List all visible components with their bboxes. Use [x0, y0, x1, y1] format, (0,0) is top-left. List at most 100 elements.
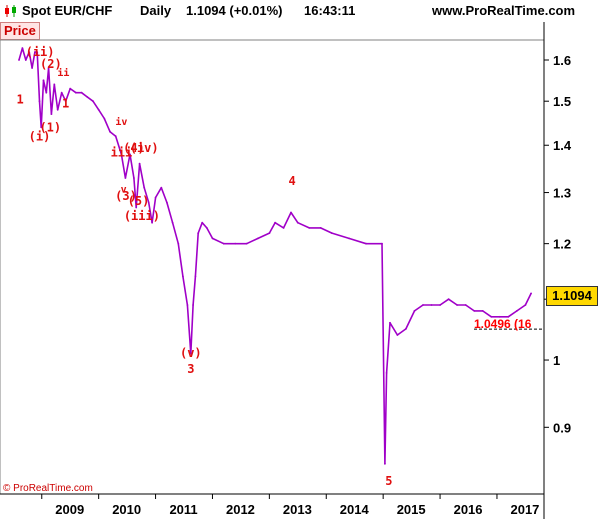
- wave-label: (ii): [26, 45, 55, 59]
- price-point: [147, 201, 150, 204]
- y-tick-label: 1.2: [553, 237, 571, 252]
- price-point: [114, 135, 117, 138]
- x-tick-label: 2011: [169, 502, 197, 517]
- candlestick-icon: [5, 5, 16, 17]
- price-point: [348, 237, 350, 240]
- price-point: [171, 221, 174, 224]
- price-point: [524, 304, 527, 306]
- price-point: [319, 227, 322, 229]
- price-point: [222, 242, 225, 245]
- price-point: [120, 153, 123, 156]
- price-point: [385, 372, 388, 374]
- price-point: [516, 310, 518, 312]
- wave-label: (3): [115, 189, 137, 203]
- price-point: [197, 232, 200, 235]
- fib-level-label: 1.0496 (16: [474, 317, 532, 331]
- price-point: [186, 304, 189, 306]
- price-point: [34, 51, 36, 53]
- x-tick-label: 2017: [510, 502, 539, 517]
- price-point: [389, 321, 391, 324]
- price-point: [481, 310, 484, 312]
- price-point: [498, 315, 501, 318]
- price-point: [38, 100, 41, 103]
- price-point: [192, 304, 195, 306]
- wave-label: iii: [111, 146, 133, 160]
- wave-label: 4: [289, 174, 296, 188]
- price-point: [80, 91, 83, 94]
- price-point: [50, 113, 53, 115]
- price-point: [129, 153, 131, 156]
- price-point: [36, 51, 39, 53]
- x-tick-label: 2014: [340, 502, 370, 517]
- y-tick-label: 1: [553, 353, 560, 368]
- last-change: 1.1094 (+0.01%): [186, 3, 283, 18]
- price-point: [456, 304, 458, 306]
- x-tick-label: 2009: [55, 502, 84, 517]
- wave-label: (1): [39, 121, 61, 135]
- x-tick-label: 2013: [283, 502, 312, 517]
- price-point: [135, 206, 138, 209]
- y-tick-label: 0.9: [553, 420, 571, 435]
- price-point: [405, 328, 407, 330]
- price-point: [396, 334, 399, 336]
- price-point: [490, 315, 493, 318]
- price-point: [189, 352, 192, 355]
- price-point: [86, 96, 89, 98]
- price-point: [56, 108, 59, 111]
- price-point: [473, 310, 476, 312]
- price-point: [42, 79, 45, 82]
- plot-frame: [0, 39, 545, 495]
- price-point: [47, 67, 50, 69]
- wave-label: (i): [29, 130, 51, 144]
- x-tick-label: 2012: [226, 502, 255, 517]
- price-point: [28, 51, 31, 53]
- price-point: [464, 304, 467, 306]
- x-tick-label: 2016: [454, 502, 483, 517]
- price-point: [530, 292, 532, 295]
- price-point: [92, 100, 94, 103]
- y-tick-label: 1.4: [553, 138, 572, 153]
- price-point: [257, 237, 259, 240]
- price-point: [182, 275, 184, 278]
- price-point: [45, 91, 48, 94]
- price-point: [430, 304, 433, 306]
- wave-label: (v): [180, 346, 202, 360]
- price-point: [282, 227, 285, 229]
- price-tag[interactable]: Price: [0, 22, 40, 40]
- price-point: [422, 304, 424, 306]
- price-point: [413, 310, 416, 312]
- y-tick-label: 1.5: [553, 94, 571, 109]
- price-point: [274, 221, 276, 224]
- price-point: [154, 196, 157, 199]
- price-point: [103, 117, 106, 120]
- wave-label: 3: [187, 362, 194, 376]
- copyright[interactable]: © ProRealTime.com: [3, 483, 93, 494]
- price-point: [69, 87, 72, 90]
- price-point: [143, 186, 146, 189]
- price-point: [194, 275, 197, 278]
- chart-header: Spot EUR/CHF Daily 1.1094 (+0.01%) 16:43…: [0, 0, 600, 22]
- price-point: [177, 242, 180, 245]
- site-url[interactable]: www.ProRealTime.com: [432, 3, 576, 18]
- y-tick-label: 1.6: [553, 53, 571, 68]
- price-point: [31, 67, 33, 69]
- price-point: [64, 100, 67, 103]
- price-point: [124, 177, 127, 179]
- price-point: [365, 242, 367, 245]
- wave-label: iv: [115, 116, 127, 128]
- price-point: [21, 47, 24, 49]
- wave-label: (4): [123, 141, 145, 155]
- price-point: [18, 59, 20, 61]
- wave-label: 1: [62, 97, 69, 111]
- price-point: [60, 91, 63, 94]
- time: 16:43:11: [304, 3, 356, 18]
- price-point: [308, 227, 311, 229]
- wave-label: (iv): [130, 141, 159, 155]
- price-series-line: [18, 47, 532, 465]
- timeframe: Daily: [140, 3, 172, 18]
- price-point: [447, 298, 450, 301]
- price-point: [290, 211, 292, 214]
- wave-label: 1: [17, 92, 24, 106]
- wave-label: v: [121, 185, 127, 196]
